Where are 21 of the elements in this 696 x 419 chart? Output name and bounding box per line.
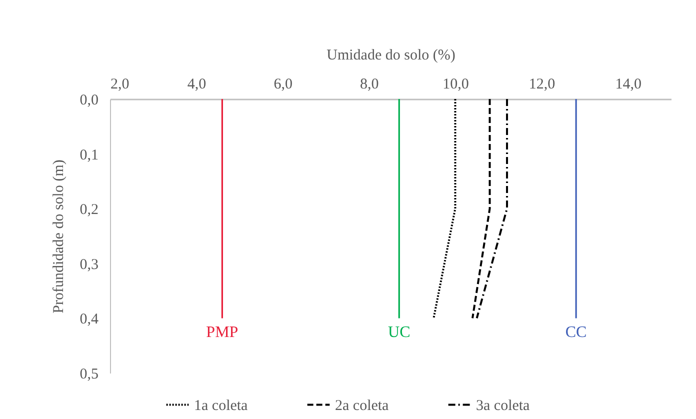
x-tick-label: 2,0 xyxy=(110,76,130,92)
y-tick-label: 0,3 xyxy=(80,256,98,273)
x-tick-label: 10,0 xyxy=(442,76,469,92)
y-tick-label: 0,2 xyxy=(80,202,98,218)
y-tick-label: 0,5 xyxy=(80,366,98,382)
legend-label: 2a coleta xyxy=(335,398,390,414)
legend-label: 1a coleta xyxy=(194,398,248,414)
x-tick-label: 14,0 xyxy=(615,76,642,92)
x-tick-label: 12,0 xyxy=(528,76,556,92)
series-label: PMP xyxy=(206,324,238,342)
series-label: UC xyxy=(388,324,410,342)
y-tick-label: 0,4 xyxy=(80,312,99,328)
y-tick-label: 0,1 xyxy=(80,147,98,164)
legend-label: 3a coleta xyxy=(476,398,530,414)
y-axis-title: Profundidade do solo (m) xyxy=(50,160,67,314)
x-tick-label: 4,0 xyxy=(187,76,206,92)
y-tick-label: 0,0 xyxy=(80,92,98,108)
x-axis-title: Umidade do solo (%) xyxy=(326,48,456,64)
x-tick-label: 8,0 xyxy=(360,76,379,92)
series-label: CC xyxy=(565,324,587,342)
x-tick-label: 6,0 xyxy=(274,76,292,92)
